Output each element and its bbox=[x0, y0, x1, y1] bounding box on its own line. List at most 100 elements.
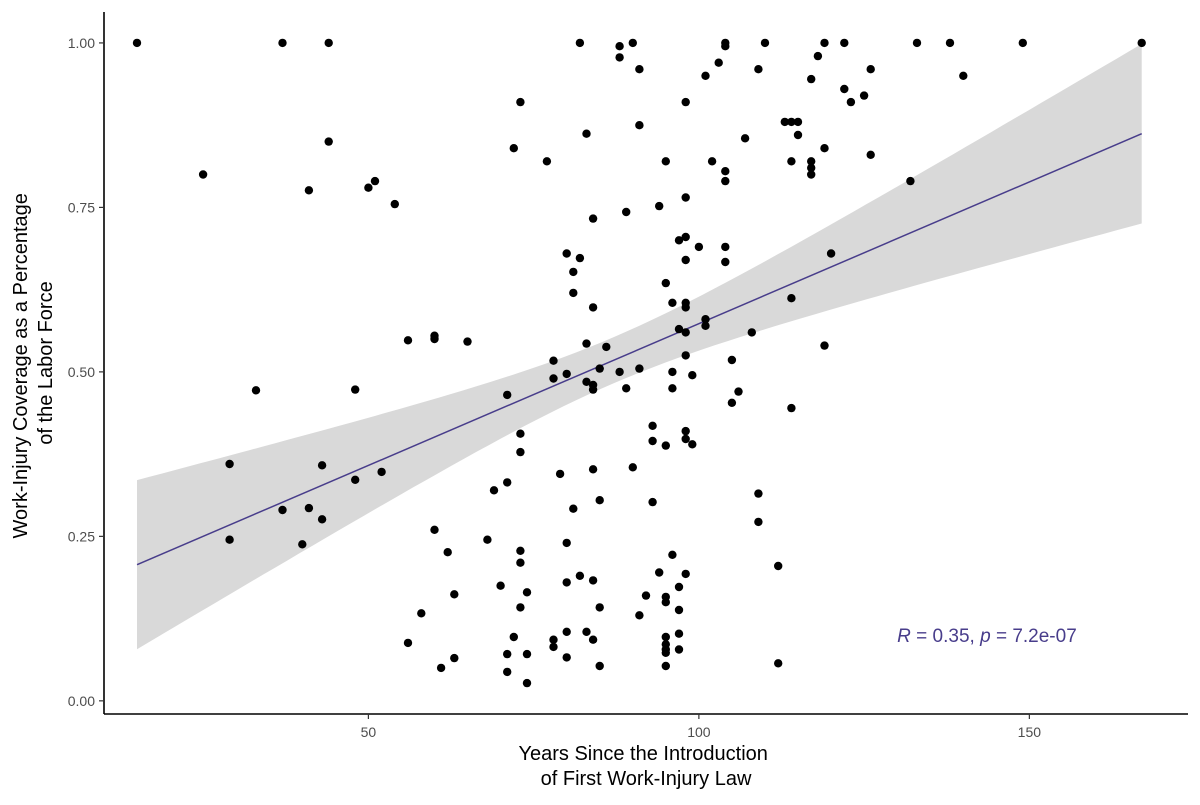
data-point bbox=[588, 303, 598, 312]
data-point bbox=[674, 645, 684, 654]
data-point bbox=[721, 176, 730, 186]
data-point bbox=[542, 157, 552, 166]
data-point bbox=[628, 463, 637, 472]
data-point bbox=[549, 356, 558, 365]
data-point bbox=[582, 627, 591, 636]
data-point bbox=[635, 65, 644, 74]
data-point bbox=[661, 661, 670, 671]
data-point bbox=[807, 163, 816, 173]
data-point bbox=[721, 242, 730, 252]
x-tick-label: 150 bbox=[1018, 724, 1042, 740]
data-point bbox=[688, 371, 697, 380]
data-point bbox=[635, 364, 644, 373]
data-point bbox=[569, 504, 578, 513]
data-point bbox=[377, 467, 386, 477]
data-point bbox=[602, 342, 611, 352]
data-point bbox=[595, 661, 604, 671]
data-point bbox=[562, 369, 571, 379]
data-point bbox=[575, 38, 585, 48]
x-axis-title: Years Since the Introduction of First Wo… bbox=[519, 743, 774, 790]
data-point bbox=[417, 609, 426, 618]
data-point bbox=[522, 649, 532, 659]
confidence-band-layer bbox=[137, 43, 1142, 650]
data-point bbox=[555, 469, 565, 479]
data-point bbox=[754, 65, 763, 74]
annotation-r-text: = 0.35, bbox=[911, 626, 980, 647]
data-point bbox=[668, 367, 677, 377]
regression-line bbox=[136, 133, 1143, 566]
data-point bbox=[668, 550, 677, 559]
data-point bbox=[721, 257, 730, 267]
data-point bbox=[866, 65, 875, 74]
data-point bbox=[701, 315, 710, 324]
data-point bbox=[516, 447, 525, 457]
data-point bbox=[661, 157, 670, 166]
data-point bbox=[317, 515, 327, 524]
data-point bbox=[912, 38, 922, 48]
data-point bbox=[807, 74, 816, 84]
data-point bbox=[622, 384, 631, 393]
data-point bbox=[450, 653, 459, 663]
data-point bbox=[588, 576, 598, 585]
data-point bbox=[774, 561, 783, 571]
data-point bbox=[820, 38, 829, 48]
data-point bbox=[278, 38, 287, 48]
data-point bbox=[747, 328, 756, 337]
confidence-band bbox=[137, 43, 1142, 650]
data-point bbox=[807, 170, 816, 179]
data-point bbox=[635, 611, 644, 620]
data-point bbox=[463, 337, 472, 346]
x-axis-title-line-1: Years Since the Introduction bbox=[519, 743, 768, 765]
data-point bbox=[754, 489, 763, 498]
data-point bbox=[364, 183, 373, 192]
data-point bbox=[516, 546, 525, 555]
y-tick-label: 0.75 bbox=[68, 199, 95, 215]
data-point bbox=[430, 525, 439, 534]
data-point bbox=[562, 249, 571, 258]
data-point bbox=[575, 253, 585, 263]
data-point bbox=[681, 97, 690, 107]
data-point bbox=[496, 581, 505, 590]
data-point bbox=[959, 71, 968, 81]
y-axis-title: Work-Injury Coverage as a Percentage of … bbox=[10, 188, 57, 539]
data-point bbox=[483, 535, 492, 544]
data-point bbox=[562, 578, 571, 587]
data-point bbox=[1137, 38, 1146, 48]
y-tick-label: 0.25 bbox=[68, 528, 95, 544]
data-point bbox=[549, 374, 558, 383]
data-point bbox=[648, 421, 657, 430]
data-point bbox=[681, 303, 690, 312]
data-point bbox=[787, 157, 796, 166]
data-point bbox=[278, 505, 287, 515]
data-point bbox=[740, 134, 750, 143]
y-tick-label: 0.00 bbox=[68, 693, 95, 709]
data-point bbox=[370, 176, 380, 186]
data-point bbox=[655, 201, 664, 211]
data-point bbox=[489, 486, 499, 495]
data-point bbox=[522, 588, 532, 597]
data-points-layer bbox=[132, 38, 1146, 688]
data-point bbox=[403, 638, 413, 648]
data-point bbox=[509, 144, 518, 153]
data-point bbox=[595, 603, 604, 612]
data-point bbox=[793, 130, 803, 140]
data-point bbox=[846, 97, 856, 107]
annotation-p-text: = 7.2e-07 bbox=[991, 626, 1077, 647]
data-point bbox=[760, 38, 770, 48]
data-point bbox=[641, 591, 651, 600]
data-point bbox=[509, 632, 518, 642]
data-point bbox=[774, 659, 783, 668]
data-point bbox=[655, 568, 664, 577]
data-point bbox=[648, 436, 657, 446]
data-point bbox=[681, 426, 690, 436]
data-point bbox=[714, 58, 723, 67]
y-axis-title-line-1: Work-Injury Coverage as a Percentage bbox=[10, 193, 32, 538]
data-point bbox=[569, 267, 578, 277]
axes-layer: 0.00 0.25 0.50 0.75 1.00 50 100 150 bbox=[68, 12, 1188, 740]
data-point bbox=[635, 121, 644, 130]
data-point bbox=[622, 207, 631, 217]
annotation-p-symbol: p bbox=[979, 626, 991, 647]
data-point bbox=[403, 336, 413, 345]
data-point bbox=[661, 441, 670, 450]
